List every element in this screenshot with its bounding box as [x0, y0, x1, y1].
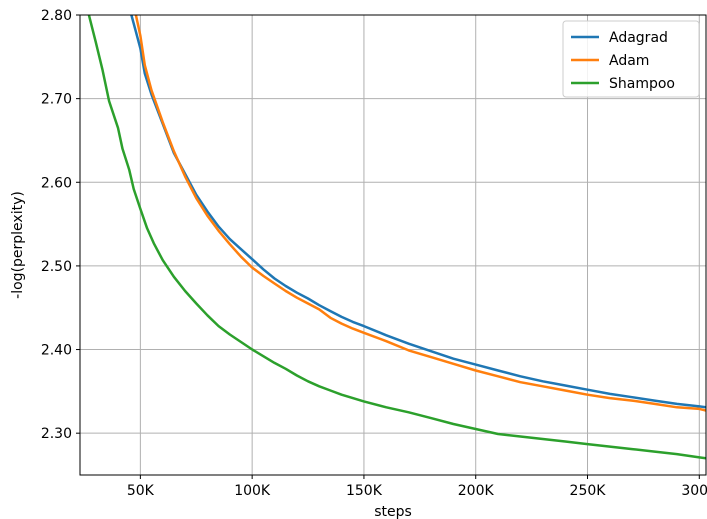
legend: Adagrad Adam Shampoo [562, 20, 700, 98]
x-tick-label: 250K [570, 483, 607, 499]
y-axis-ticks: 2.30 2.40 2.50 2.60 2.70 2.80 [41, 8, 80, 442]
y-tick-label: 2.70 [41, 92, 72, 108]
legend-label: Shampoo [609, 76, 675, 92]
x-tick-label: 100K [234, 483, 271, 499]
y-tick-label: 2.50 [41, 259, 72, 275]
y-tick-label: 2.80 [41, 8, 72, 24]
y-tick-label: 2.40 [41, 343, 72, 359]
series-lines [87, 15, 706, 460]
x-tick-label: 150K [346, 483, 383, 499]
legend-label: Adam [609, 53, 649, 69]
y-axis-label: -log(perplexity) [10, 191, 26, 299]
legend-label: Adagrad [609, 30, 668, 46]
legend-box [562, 20, 700, 98]
series-line-shampoo [87, 15, 706, 460]
series-line-adam [134, 15, 706, 412]
x-tick-label: 300K [681, 483, 707, 499]
x-axis-ticks: 50K 100K 150K 200K 250K 300K [127, 475, 707, 499]
grid-lines [80, 14, 706, 475]
plot-frame [79, 14, 707, 476]
y-tick-label: 2.30 [41, 426, 72, 442]
x-axis-label: steps [374, 504, 412, 519]
x-tick-label: 200K [458, 483, 495, 499]
x-tick-label: 50K [127, 483, 155, 499]
y-tick-label: 2.60 [41, 175, 72, 191]
